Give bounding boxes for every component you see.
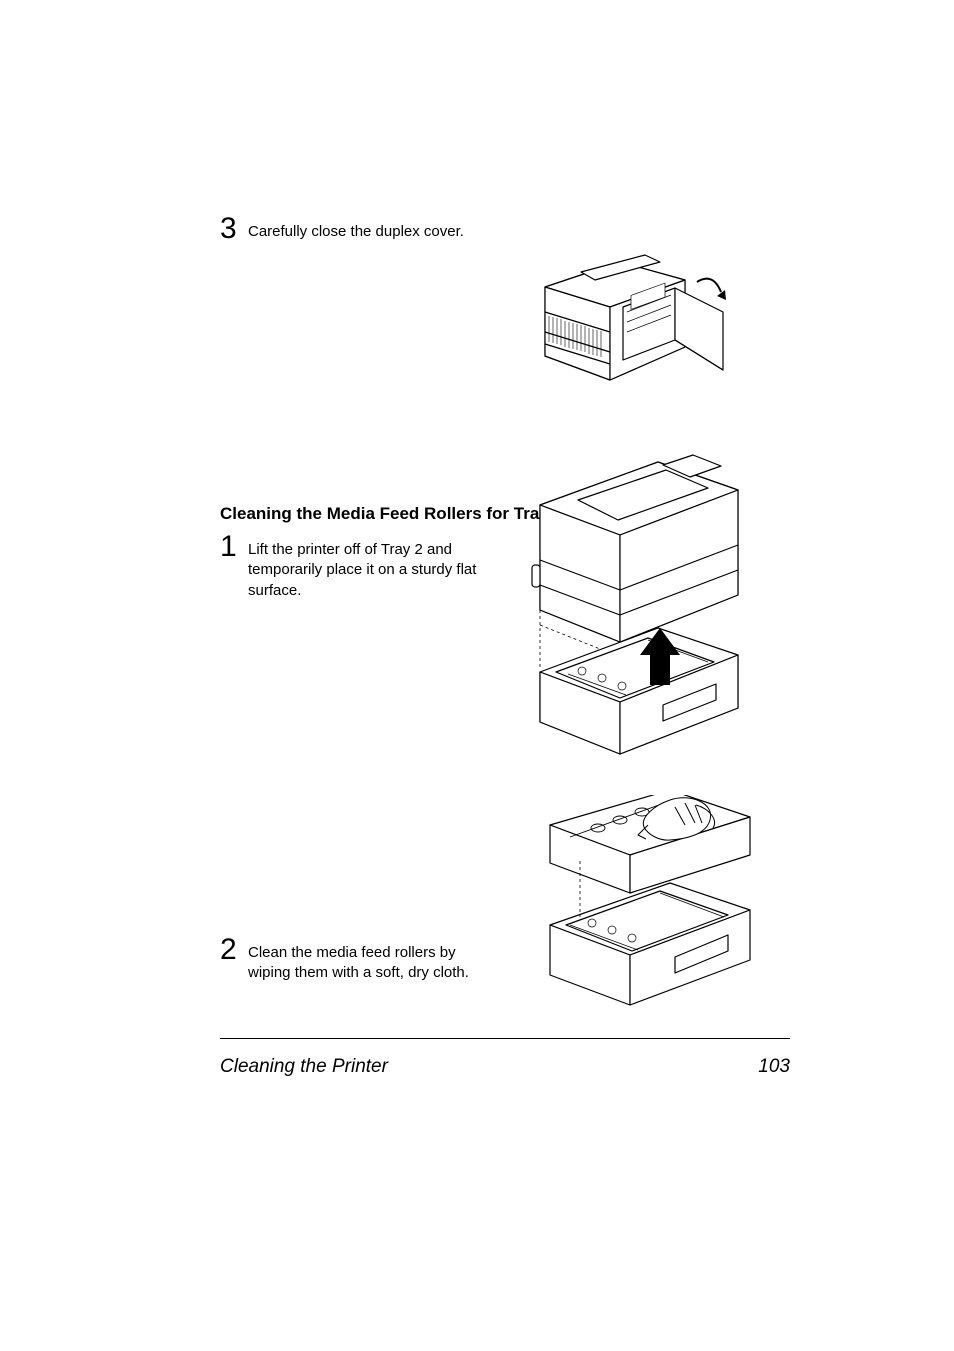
step-text: Lift the printer off of Tray 2 and tempo… (248, 538, 478, 601)
step-number: 1 (220, 532, 248, 562)
illustration-clean-rollers-tray2 (520, 795, 765, 1020)
step-3: 3 Carefully close the duplex cover. (220, 220, 790, 244)
step-text: Clean the media feed rollers by wiping t… (248, 941, 478, 984)
illustration-duplex-close (525, 252, 730, 392)
page-footer: Cleaning the Printer 103 (220, 1056, 790, 1078)
footer-page-number: 103 (758, 1056, 790, 1078)
illustration-lift-off-tray2 (508, 450, 758, 760)
step-text: Carefully close the duplex cover. (248, 220, 790, 242)
step-number: 3 (220, 214, 248, 244)
footer-rule (220, 1038, 790, 1039)
step-number: 2 (220, 935, 248, 965)
footer-section-title: Cleaning the Printer (220, 1056, 388, 1078)
